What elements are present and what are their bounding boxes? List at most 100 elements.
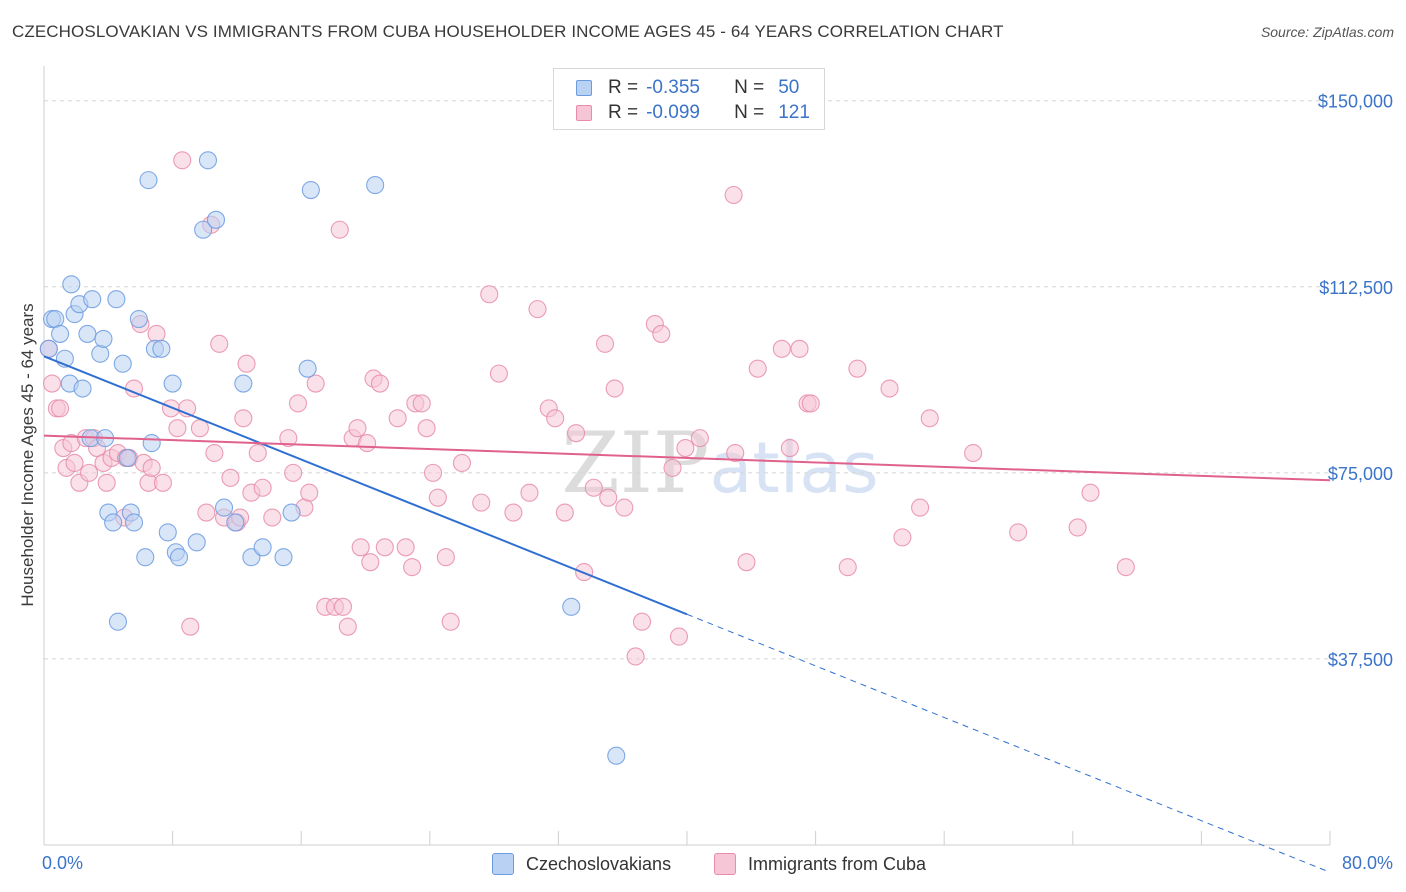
legend-n-value: 121: [778, 102, 810, 123]
point-cuba: [253, 478, 272, 497]
point-cuba: [65, 453, 84, 472]
point-cuba: [279, 429, 298, 448]
point-cuba: [801, 394, 820, 413]
point-cuba: [848, 359, 867, 378]
point-cuba: [263, 508, 282, 527]
point-cuba: [79, 463, 99, 482]
point-czechoslovakians: [129, 310, 148, 329]
bottom-legend-swatch-cuba: [714, 853, 736, 875]
point-cuba: [284, 463, 303, 482]
point-cuba: [51, 399, 70, 418]
point-cuba: [237, 354, 256, 373]
point-czechoslovakians: [136, 548, 155, 567]
point-czechoslovakians: [366, 176, 385, 195]
point-czechoslovakians: [152, 339, 171, 358]
point-cuba: [441, 612, 460, 631]
point-cuba: [361, 553, 380, 572]
point-cuba: [724, 185, 743, 205]
point-cuba: [1081, 483, 1100, 502]
point-cuba: [210, 334, 229, 353]
point-cuba: [1068, 518, 1087, 537]
point-cuba: [472, 493, 491, 512]
point-cuba: [197, 503, 216, 522]
point-cuba: [161, 399, 181, 418]
point-cuba: [669, 627, 689, 646]
point-czechoslovakians: [198, 151, 218, 170]
point-cuba: [428, 488, 447, 507]
legend-row-cuba: R = -0.099 N = 121: [576, 101, 810, 125]
point-cuba: [358, 434, 377, 453]
correlation-legend: R = -0.355 N = 50 R = -0.099 N = 121: [553, 68, 825, 130]
point-cuba: [605, 379, 624, 398]
legend-n-label: N =: [734, 102, 765, 123]
point-czechoslovakians: [253, 538, 272, 557]
point-cuba: [555, 503, 574, 522]
point-cuba: [234, 409, 253, 428]
point-cuba: [288, 394, 308, 413]
point-czechoslovakians: [194, 220, 213, 239]
legend-r-label: R =: [608, 102, 639, 123]
point-czechoslovakians: [142, 434, 161, 453]
point-czechoslovakians: [298, 359, 317, 378]
point-czechoslovakians: [83, 290, 102, 309]
legend-n-label: N =: [734, 77, 765, 98]
point-czechoslovakians: [124, 513, 144, 532]
point-cuba: [676, 439, 695, 458]
point-cuba: [748, 359, 767, 378]
legend-swatch-czechoslovakians: [576, 80, 592, 96]
bottom-legend-swatch-czechoslovakians: [492, 853, 514, 875]
trend-line-cuba: [43, 434, 1331, 482]
point-cuba: [632, 612, 652, 631]
point-cuba: [690, 429, 709, 448]
point-czechoslovakians: [301, 180, 320, 200]
point-cuba: [300, 483, 319, 502]
point-cuba: [838, 558, 857, 577]
x-tick-label-max: 80.0%: [1342, 853, 1393, 873]
point-czechoslovakians: [206, 210, 226, 229]
legend-r-value: -0.355: [646, 77, 700, 98]
trend-line-czechoslovakians-extension: [686, 613, 1331, 873]
point-cuba: [652, 324, 671, 343]
point-cuba: [348, 419, 367, 438]
y-tick-label: $37,500: [1328, 650, 1393, 670]
point-czechoslovakians: [226, 513, 245, 532]
point-cuba: [142, 458, 161, 477]
point-czechoslovakians: [104, 513, 123, 532]
bottom-legend-czechoslovakians: Czechoslovakians: [492, 852, 671, 876]
legend-n-value: 50: [778, 77, 800, 98]
point-cuba: [1009, 523, 1028, 542]
point-cuba: [911, 498, 930, 517]
point-cuba: [528, 300, 547, 319]
point-cuba: [489, 364, 508, 383]
point-cuba: [599, 488, 618, 507]
y-tick-label: $112,500: [1319, 278, 1393, 298]
bottom-legend-cuba: Immigrants from Cuba: [714, 852, 926, 876]
bottom-legend-label-cuba: Immigrants from Cuba: [748, 853, 927, 874]
point-czechoslovakians: [607, 746, 626, 765]
point-cuba: [370, 374, 390, 393]
point-cuba: [595, 334, 615, 353]
point-cuba: [626, 647, 645, 666]
point-cuba: [403, 558, 422, 577]
point-cuba: [504, 503, 523, 522]
watermark: ZIPatlas: [561, 414, 878, 512]
point-cuba: [737, 553, 756, 572]
point-cuba: [893, 528, 912, 547]
y-tick-label: $150,000: [1318, 92, 1393, 112]
point-cuba: [173, 151, 192, 170]
point-czechoslovakians: [91, 344, 110, 363]
point-cuba: [351, 538, 370, 557]
point-cuba: [338, 617, 357, 636]
legend-r-value: -0.099: [646, 102, 700, 123]
legend-swatch-cuba: [576, 105, 592, 121]
legend-row-czechoslovakians: R = -0.355 N = 50: [576, 76, 799, 100]
y-tick-label: $75,000: [1328, 464, 1393, 484]
bottom-legend-label-czechoslovakians: Czechoslovakians: [526, 853, 672, 874]
chart-source: Source: ZipAtlas.com: [1260, 24, 1394, 40]
point-czechoslovakians: [51, 324, 70, 343]
point-cuba: [480, 285, 499, 304]
point-czechoslovakians: [139, 171, 158, 190]
point-cuba: [790, 339, 809, 358]
point-cuba: [964, 443, 983, 463]
